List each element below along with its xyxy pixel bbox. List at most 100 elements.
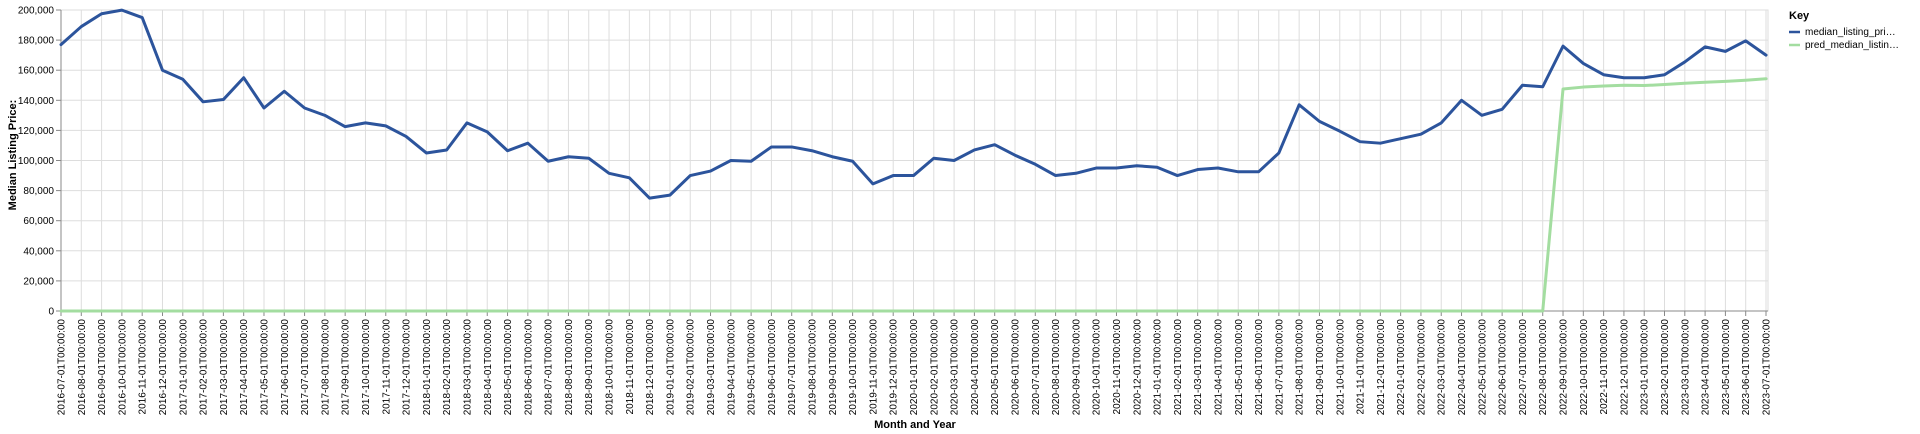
x-tick-label: 2018-10-01T00:00:00 <box>605 319 616 416</box>
x-tick-label: 2017-06-01T00:00:00 <box>280 319 291 416</box>
y-tick-label: 200,000 <box>18 6 55 17</box>
x-tick-label: 2023-03-01T00:00:00 <box>1680 319 1691 416</box>
x-tick-label: 2022-10-01T00:00:00 <box>1579 319 1590 416</box>
x-tick-label: 2017-12-01T00:00:00 <box>402 319 413 416</box>
x-tick-label: 2021-04-01T00:00:00 <box>1213 319 1224 416</box>
legend-label-median-listing-price: median_listing_pri… <box>1805 27 1896 38</box>
x-tick-label: 2017-10-01T00:00:00 <box>361 319 372 416</box>
x-tick-label: 2018-03-01T00:00:00 <box>462 319 473 416</box>
x-tick-label: 2022-02-01T00:00:00 <box>1416 319 1427 416</box>
x-tick-label: 2016-09-01T00:00:00 <box>97 319 108 416</box>
x-tick-label: 2018-05-01T00:00:00 <box>503 319 514 416</box>
x-tick-label: 2019-12-01T00:00:00 <box>889 319 900 416</box>
x-tick-label: 2016-08-01T00:00:00 <box>77 319 88 416</box>
x-tick-label: 2019-09-01T00:00:00 <box>828 319 839 416</box>
x-tick-label: 2022-04-01T00:00:00 <box>1457 319 1468 416</box>
x-tick-label: 2018-09-01T00:00:00 <box>584 319 595 416</box>
legend: Key median_listing_pri… pred_median_list… <box>1789 10 1899 51</box>
x-tick-label: 2019-06-01T00:00:00 <box>767 319 778 416</box>
x-tick-label: 2017-05-01T00:00:00 <box>259 319 270 416</box>
x-tick-label: 2018-12-01T00:00:00 <box>645 319 656 416</box>
y-tick-label: 80,000 <box>23 186 54 197</box>
x-tick-label: 2020-11-01T00:00:00 <box>1112 319 1123 415</box>
x-tick-label: 2021-12-01T00:00:00 <box>1376 319 1387 416</box>
x-tick-label: 2021-07-01T00:00:00 <box>1274 319 1285 416</box>
x-tick-label: 2019-05-01T00:00:00 <box>747 319 758 416</box>
x-tick-label: 2023-06-01T00:00:00 <box>1741 319 1752 416</box>
y-tick-label: 0 <box>48 307 54 318</box>
y-tick-label: 120,000 <box>18 126 55 137</box>
x-tick-label: 2017-08-01T00:00:00 <box>320 319 331 416</box>
x-tick-label: 2018-08-01T00:00:00 <box>564 319 575 416</box>
x-tick-label: 2020-12-01T00:00:00 <box>1132 319 1143 416</box>
x-tick-label: 2022-01-01T00:00:00 <box>1396 319 1407 416</box>
x-tick-label: 2020-07-01T00:00:00 <box>1031 319 1042 416</box>
x-tick-label: 2020-06-01T00:00:00 <box>1010 319 1021 416</box>
x-tick-label: 2020-09-01T00:00:00 <box>1071 319 1082 416</box>
series-layer <box>59 8 1768 313</box>
series-line-pred-median-listing-price <box>59 77 1768 313</box>
x-tick-label: 2020-03-01T00:00:00 <box>950 319 961 416</box>
x-tick-label: 2018-11-01T00:00:00 <box>625 319 636 415</box>
x-tick-label: 2019-07-01T00:00:00 <box>787 319 798 416</box>
x-tick-label: 2017-02-01T00:00:00 <box>199 319 210 416</box>
x-axis: 2016-07-01T00:00:00 2016-08-01T00:00:00 20… <box>57 310 1773 416</box>
x-tick-label: 2023-05-01T00:00:00 <box>1721 319 1732 416</box>
y-tick-label: 180,000 <box>18 36 55 47</box>
x-tick-label: 2019-11-01T00:00:00 <box>868 319 879 415</box>
x-tick-label: 2021-05-01T00:00:00 <box>1234 319 1245 416</box>
x-tick-label: 2020-02-01T00:00:00 <box>929 319 940 416</box>
x-tick-label: 2020-10-01T00:00:00 <box>1092 319 1103 416</box>
x-tick-label: 2017-04-01T00:00:00 <box>239 319 250 416</box>
y-tick-label: 140,000 <box>18 96 55 107</box>
x-tick-label: 2017-03-01T00:00:00 <box>219 319 230 416</box>
y-tick-label: 60,000 <box>23 216 54 227</box>
x-tick-label: 2017-09-01T00:00:00 <box>341 319 352 416</box>
legend-title: Key <box>1789 10 1810 22</box>
x-tick-label: 2021-02-01T00:00:00 <box>1173 319 1184 416</box>
x-axis-title: Month and Year <box>874 419 956 431</box>
x-tick-label: 2017-01-01T00:00:00 <box>178 319 189 416</box>
x-tick-label: 2019-08-01T00:00:00 <box>808 319 819 416</box>
x-tick-label: 2016-10-01T00:00:00 <box>117 319 128 416</box>
x-tick-label: 2019-02-01T00:00:00 <box>686 319 697 416</box>
x-tick-label: 2022-07-01T00:00:00 <box>1518 319 1529 416</box>
x-tick-label: 2018-02-01T00:00:00 <box>442 319 453 416</box>
x-tick-label: 2021-08-01T00:00:00 <box>1295 319 1306 416</box>
x-tick-label: 2020-01-01T00:00:00 <box>909 319 920 416</box>
x-tick-label: 2023-07-01T00:00:00 <box>1762 319 1773 416</box>
legend-label-pred-median-listing-price: pred_median_listin… <box>1805 40 1899 51</box>
y-axis: 0 20,000 40,000 60,000 80,000 100,000 120,000 1… <box>18 6 62 318</box>
x-tick-label: 2018-01-01T00:00:00 <box>422 319 433 416</box>
series-line-median-listing-price <box>59 8 1768 200</box>
x-tick-label: 2019-04-01T00:00:00 <box>726 319 737 416</box>
y-tick-label: 40,000 <box>23 246 54 257</box>
y-tick-label: 20,000 <box>23 276 54 287</box>
x-tick-label: 2023-04-01T00:00:00 <box>1701 319 1712 416</box>
x-tick-label: 2020-04-01T00:00:00 <box>970 319 981 416</box>
x-tick-label: 2022-11-01T00:00:00 <box>1599 319 1610 415</box>
y-tick-label: 100,000 <box>18 156 55 167</box>
x-tick-label: 2019-01-01T00:00:00 <box>665 319 676 416</box>
x-tick-label: 2023-01-01T00:00:00 <box>1640 319 1651 416</box>
y-axis-title: Median Listing Price: <box>7 100 19 211</box>
x-tick-label: 2018-07-01T00:00:00 <box>544 319 555 416</box>
x-tick-label: 2018-06-01T00:00:00 <box>523 319 534 416</box>
x-tick-label: 2022-03-01T00:00:00 <box>1437 319 1448 416</box>
x-tick-label: 2022-06-01T00:00:00 <box>1498 319 1509 416</box>
x-tick-label: 2021-06-01T00:00:00 <box>1254 319 1265 416</box>
x-tick-label: 2022-05-01T00:00:00 <box>1477 319 1488 416</box>
grid-lines <box>60 9 1769 312</box>
x-tick-label: 2021-09-01T00:00:00 <box>1315 319 1326 416</box>
x-tick-label: 2021-03-01T00:00:00 <box>1193 319 1204 416</box>
x-tick-label: 2017-07-01T00:00:00 <box>300 319 311 416</box>
x-tick-label: 2021-01-01T00:00:00 <box>1153 319 1164 416</box>
x-tick-label: 2022-09-01T00:00:00 <box>1559 319 1570 416</box>
x-tick-label: 2019-03-01T00:00:00 <box>706 319 717 416</box>
x-tick-label: 2022-12-01T00:00:00 <box>1619 319 1630 416</box>
x-tick-label: 2020-08-01T00:00:00 <box>1051 319 1062 416</box>
x-tick-label: 2018-04-01T00:00:00 <box>483 319 494 416</box>
x-tick-label: 2021-11-01T00:00:00 <box>1356 319 1367 415</box>
x-tick-label: 2023-02-01T00:00:00 <box>1660 319 1671 416</box>
y-tick-label: 160,000 <box>18 66 55 77</box>
